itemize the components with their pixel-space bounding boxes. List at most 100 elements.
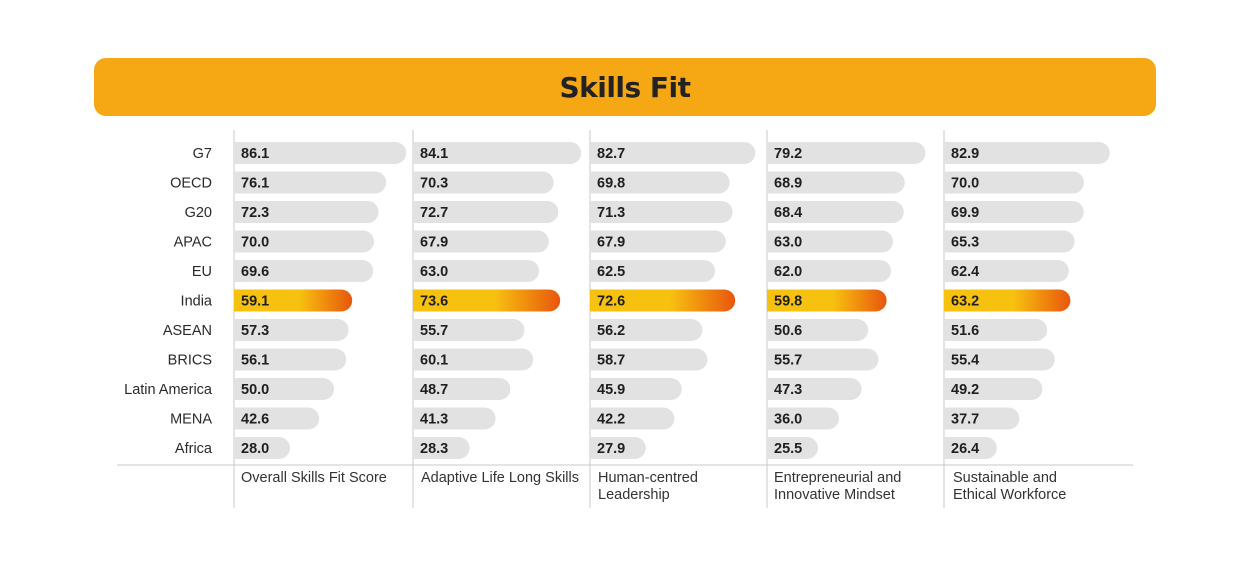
row-label: ASEAN	[163, 323, 212, 339]
bar-edge	[590, 230, 601, 253]
value-label: 76.1	[241, 176, 269, 192]
bar-edge	[413, 260, 424, 282]
value-label: 26.4	[951, 441, 979, 457]
column-footer-line: Ethical Workforce	[953, 487, 1067, 503]
value-label: 62.0	[774, 264, 802, 280]
bar	[944, 319, 1048, 341]
value-label: 65.3	[951, 235, 979, 251]
bar	[944, 142, 1110, 164]
bar	[767, 437, 818, 459]
value-label: 49.2	[951, 382, 979, 398]
bar	[767, 378, 862, 400]
bar	[590, 378, 682, 400]
column-footer-label: Adaptive Life Long Skills	[421, 470, 579, 487]
bar	[590, 348, 708, 371]
bar-highlight	[590, 289, 736, 312]
bar-highlight	[234, 289, 353, 312]
bar	[234, 407, 320, 430]
bar-edge	[767, 407, 778, 430]
bar	[590, 437, 646, 459]
value-label: 70.3	[420, 176, 448, 192]
bar-edge	[590, 260, 601, 282]
bar-edge	[590, 407, 601, 430]
bar	[413, 437, 470, 459]
value-label: 50.6	[774, 323, 802, 339]
bar-edge	[413, 378, 424, 400]
value-label: 48.7	[420, 382, 448, 398]
bar	[590, 142, 756, 164]
column-footer-line: Human-centred	[598, 470, 698, 486]
bar-edge	[767, 142, 778, 164]
value-label: 72.6	[597, 294, 625, 310]
bar	[944, 260, 1069, 282]
bar	[234, 437, 290, 459]
column-footer-label: Entrepreneurial and Innovative Mindset	[774, 470, 901, 504]
value-label: 62.4	[951, 264, 979, 280]
value-label: 28.3	[420, 441, 448, 457]
bar	[767, 171, 905, 194]
value-label: 42.2	[597, 412, 625, 428]
row-label: G7	[193, 146, 212, 162]
bar-edge	[413, 142, 424, 164]
value-label: 86.1	[241, 146, 269, 162]
bar	[767, 407, 839, 430]
bar-edge	[413, 171, 424, 194]
value-label: 63.0	[420, 264, 448, 280]
column-footer-label: Human-centred Leadership	[598, 470, 698, 504]
bar-edge	[590, 348, 601, 371]
bar-edge	[944, 142, 955, 164]
bar	[413, 407, 496, 430]
bar-edge	[590, 378, 601, 400]
value-label: 51.6	[951, 323, 979, 339]
value-label: 50.0	[241, 382, 269, 398]
bar	[767, 142, 926, 164]
bar	[590, 230, 726, 253]
bar-edge	[413, 437, 424, 459]
bar-edge	[234, 142, 245, 164]
bar-edge	[234, 378, 245, 400]
bar-edge	[234, 348, 245, 371]
value-label: 69.9	[951, 205, 979, 221]
row-label: EU	[192, 264, 212, 280]
bar-edge	[590, 289, 601, 312]
row-label: Africa	[175, 441, 213, 457]
value-label: 28.0	[241, 441, 269, 457]
bar-edge	[944, 348, 955, 371]
value-label: 59.1	[241, 294, 269, 310]
value-label: 82.7	[597, 146, 625, 162]
bar	[234, 319, 349, 341]
bar-edge	[767, 378, 778, 400]
bar	[767, 201, 904, 223]
bar	[234, 142, 407, 164]
value-label: 25.5	[774, 441, 802, 457]
row-label: APAC	[174, 235, 212, 251]
bar-edge	[590, 171, 601, 194]
value-label: 45.9	[597, 382, 625, 398]
row-label: Latin America	[124, 382, 213, 398]
bar-edge	[767, 260, 778, 282]
bar	[413, 230, 549, 253]
value-label: 79.2	[774, 146, 802, 162]
value-label: 69.8	[597, 176, 625, 192]
bar-highlight	[413, 289, 561, 312]
bar	[234, 230, 374, 253]
value-label: 57.3	[241, 323, 269, 339]
value-label: 27.9	[597, 441, 625, 457]
column-footer-line: Leadership	[598, 487, 670, 503]
bar-edge	[944, 260, 955, 282]
row-label: OECD	[170, 176, 212, 192]
bar	[944, 348, 1055, 371]
bar-edge	[234, 201, 245, 223]
bar	[234, 171, 387, 194]
value-label: 72.7	[420, 205, 448, 221]
bar	[413, 201, 559, 223]
column-footer-line: Adaptive Life Long Skills	[421, 470, 579, 486]
value-label: 70.0	[951, 176, 979, 192]
bar-edge	[234, 319, 245, 341]
bar	[590, 407, 675, 430]
bar-edge	[944, 289, 955, 312]
bar-edge	[413, 289, 424, 312]
bar	[944, 437, 997, 459]
bar	[767, 348, 879, 371]
bar-edge	[590, 201, 601, 223]
